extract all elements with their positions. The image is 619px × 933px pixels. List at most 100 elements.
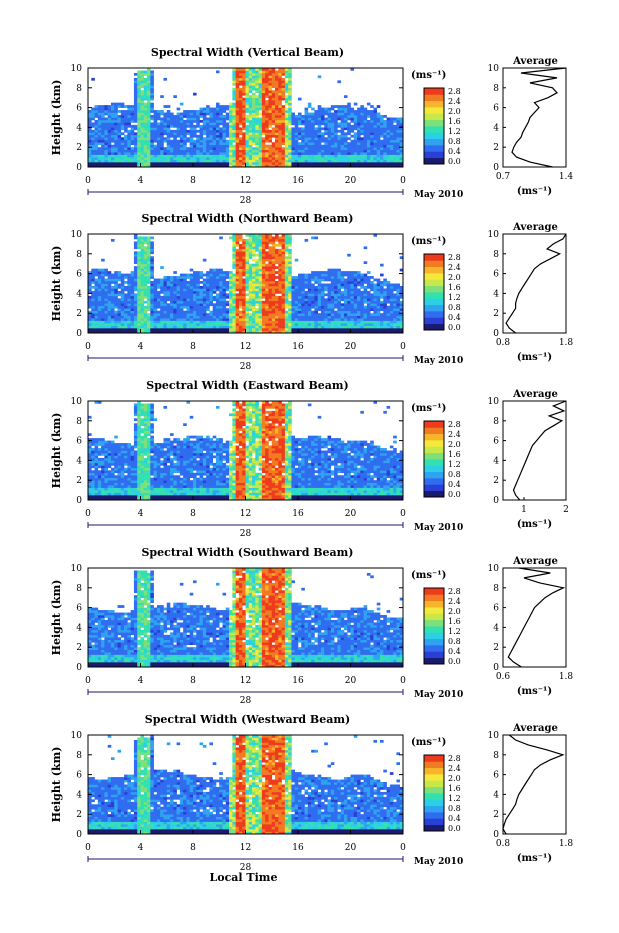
colorbar-swatch [424,818,444,825]
average-x-tick-label: 1.8 [559,672,574,682]
colorbar-tick-label: 0.0 [448,657,461,666]
average-x-tick-label: 0.8 [496,338,511,348]
colorbar-swatch [424,632,444,639]
colorbar-swatch [424,421,444,428]
y-axis-label: Height (km) [50,747,63,823]
average-x-label: (ms⁻¹) [517,853,552,864]
colorbar-swatch [424,594,444,601]
panel-title: Spectral Width (Westward Beam) [145,713,350,726]
x-tick-label: 4 [138,676,144,686]
average-y-tick-label: 10 [488,64,500,74]
y-tick-label: 0 [76,329,82,339]
y-tick-label: 4 [76,623,82,633]
y-axis-label: Height (km) [50,580,63,656]
average-y-tick-label: 2 [493,810,499,820]
colorbar-swatch [424,774,444,781]
average-title: Average [512,389,558,400]
y-tick-label: 10 [71,397,83,407]
colorbar-swatch [424,311,444,318]
x-tick-label: 8 [190,676,196,686]
x-tick-label: 0 [400,342,406,352]
colorbar-tick-label: 2.8 [448,587,461,596]
y-tick-label: 2 [76,810,82,820]
x-tick-label: 0 [85,509,91,519]
colorbar-swatch [424,305,444,312]
colorbar-tick-label: 0.0 [448,824,461,833]
average-title: Average [512,56,558,67]
colorbar-unit-label: (ms⁻¹) [411,236,446,247]
x-tick-label: 20 [345,176,357,186]
colorbar-swatch [424,651,444,658]
x-tick-label: 16 [292,676,304,686]
y-tick-label: 8 [76,250,82,260]
average-x-tick-label: 2 [563,505,569,515]
day-label: 28 [240,362,252,372]
x-tick-label: 8 [190,342,196,352]
average-x-label: (ms⁻¹) [517,519,552,530]
y-tick-label: 6 [76,270,82,280]
colorbar-swatch [424,446,444,453]
colorbar-swatch [424,787,444,794]
colorbar-tick-label: 1.2 [448,794,461,803]
x-tick-label: 0 [400,676,406,686]
colorbar-tick-label: 0.8 [448,137,461,146]
colorbar-swatch [424,806,444,813]
colorbar-tick-label: 0.4 [448,147,461,156]
average-y-tick-label: 4 [493,790,499,800]
average-y-tick-label: 4 [493,289,499,299]
colorbar-swatch [424,120,444,127]
average-x-tick-label: 1.4 [559,172,574,182]
colorbar-swatch [424,298,444,305]
colorbar-tick-label: 0.8 [448,470,461,479]
day-label: 28 [240,196,252,206]
colorbar-swatch [424,793,444,800]
y-tick-label: 10 [71,230,83,240]
colorbar-swatch [424,453,444,460]
colorbar-swatch [424,459,444,466]
heatmap-cells [88,735,403,834]
colorbar-tick-label: 1.2 [448,460,461,469]
average-x-tick-label: 1 [521,505,527,515]
colorbar-swatch [424,484,444,491]
y-tick-label: 6 [76,604,82,614]
average-y-tick-label: 8 [493,250,499,260]
colorbar-swatch [424,799,444,806]
x-tick-label: 20 [345,509,357,519]
average-x-tick-label: 0.7 [496,172,511,182]
x-tick-label: 20 [345,342,357,352]
average-y-tick-label: 2 [493,143,499,153]
average-y-tick-label: 8 [493,751,499,761]
colorbar-tick-label: 1.6 [448,283,461,292]
colorbar-tick-label: 1.2 [448,627,461,636]
x-tick-label: 20 [345,843,357,853]
y-tick-label: 2 [76,309,82,319]
colorbar-tick-label: 2.0 [448,774,461,783]
average-y-tick-label: 10 [488,230,500,240]
colorbar-tick-label: 0.0 [448,323,461,332]
x-tick-label: 4 [138,176,144,186]
average-y-tick-label: 2 [493,476,499,486]
x-tick-label: 8 [190,843,196,853]
month-label: May 2010 [414,523,463,533]
colorbar-swatch [424,254,444,261]
y-tick-label: 2 [76,643,82,653]
colorbar-swatch [424,440,444,447]
average-y-tick-label: 6 [493,437,499,447]
average-x-tick-label: 1.8 [559,839,574,849]
x-tick-label: 12 [240,176,251,186]
colorbar-swatch [424,88,444,95]
heatmap-cells [88,401,403,500]
x-tick-label: 8 [190,176,196,186]
panel-title: Spectral Width (Vertical Beam) [151,46,344,59]
colorbar-swatch [424,267,444,274]
colorbar-swatch [424,317,444,324]
colorbar-tick-label: 2.4 [448,597,461,606]
y-tick-label: 6 [76,437,82,447]
colorbar-tick-label: 2.4 [448,97,461,106]
colorbar-swatch [424,279,444,286]
average-title: Average [512,556,558,567]
y-tick-label: 10 [71,564,83,574]
colorbar-swatch [424,620,444,627]
y-axis-label: Height (km) [50,413,63,489]
colorbar-tick-label: 1.6 [448,117,461,126]
